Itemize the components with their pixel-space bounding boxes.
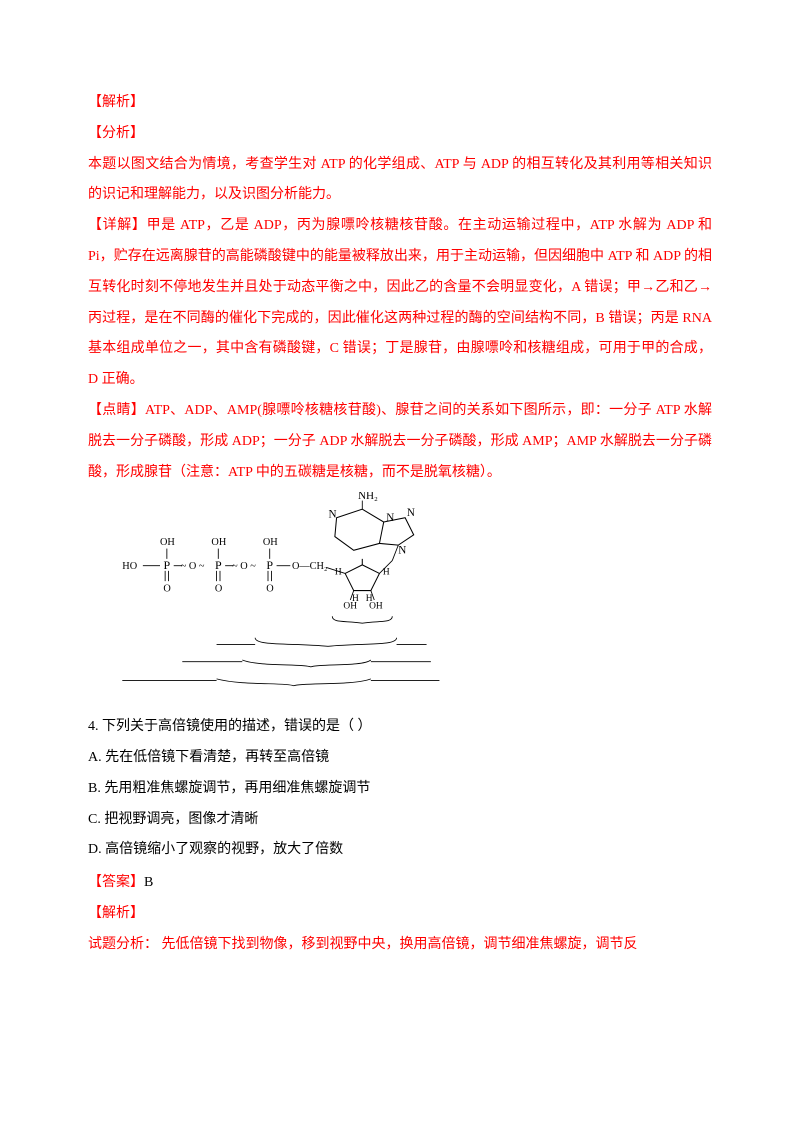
oh-p2: OH <box>211 538 226 549</box>
adenosine-label: 腺苷 <box>345 625 369 639</box>
h-br: H <box>366 594 373 604</box>
oh-p3: OH <box>160 538 175 549</box>
answer-value: B <box>144 875 153 890</box>
atp-diagram: NH₂ N N N N O H H OH OH H H O <box>88 492 448 689</box>
och2-label: O—CH₂ <box>292 562 328 573</box>
q4-option-d: D. 高倍镜缩小了观察的视野，放大了倍数 <box>88 835 712 866</box>
n-label-2: N <box>386 513 394 525</box>
page: 【解析】 【分析】 本题以图文结合为情境，考查学生对 ATP 的化学组成、ATP… <box>0 0 800 1132</box>
analysis-header: 【分析】 <box>88 119 712 150</box>
p3: P <box>164 559 171 573</box>
n-label-1: N <box>329 509 337 521</box>
h-r: H <box>383 568 390 578</box>
svg-text:~ O ~: ~ O ~ <box>232 562 256 573</box>
point-body: ATP、ADP、AMP(腺嘌呤核糖核苷酸)、腺苷之间的关系如下图所示，即：一分子… <box>88 403 712 480</box>
detail-header: 【详解】 <box>88 218 147 233</box>
ho-end: HO <box>122 562 137 573</box>
n-label-3: N <box>407 507 415 519</box>
analysis2-body: 试题分析： 先低倍镜下找到物像，移到视野中央，换用高倍镜，调节细准焦螺旋，调节反 <box>88 930 712 961</box>
o-p3: O <box>163 584 170 595</box>
answer-line: 【答案】B <box>88 868 712 899</box>
detail-body: 甲是 ATP，乙是 ADP，丙为腺嘌呤核糖核苷酸。在主动运输过程中，ATP 水解… <box>88 218 712 387</box>
n-label-4: N <box>398 545 406 557</box>
explain-header: 【解析】 <box>88 88 712 119</box>
h-bl: H <box>352 594 359 604</box>
o-p1: O <box>266 584 273 595</box>
analysis-body: 本题以图文结合为情境，考查学生对 ATP 的化学组成、ATP 与 ADP 的相互… <box>88 150 712 212</box>
answer-header: 【答案】 <box>88 875 144 890</box>
oh-p1: OH <box>263 538 278 549</box>
svg-text:~ O ~: ~ O ~ <box>181 562 205 573</box>
p1: P <box>266 559 273 573</box>
point-block: 【点睛】ATP、ADP、AMP(腺嘌呤核糖核苷酸)、腺苷之间的关系如下图所示，即… <box>88 396 712 488</box>
q4-stem: 4. 下列关于高倍镜使用的描述，错误的是（ ） <box>88 712 712 743</box>
p2: P <box>215 559 222 573</box>
amp-label: 一磷酸腺苷 (AMP) <box>259 645 356 660</box>
atp-label: 三磷酸腺苷 (ATP) <box>238 676 330 690</box>
explain2-header: 【解析】 <box>88 899 712 930</box>
o-p2: O <box>215 584 222 595</box>
detail-block: 【详解】甲是 ATP，乙是 ADP，丙为腺嘌呤核糖核苷酸。在主动运输过程中，AT… <box>88 211 712 396</box>
nh2-label: NH₂ <box>358 492 378 502</box>
q4-option-b: B. 先用粗准焦螺旋调节，再用细准焦螺旋调节 <box>88 774 712 805</box>
q4-option-a: A. 先在低倍镜下看清楚，再转至高倍镜 <box>88 743 712 774</box>
point-header: 【点睛】 <box>88 403 145 418</box>
q4-option-c: C. 把视野调亮，图像才清晰 <box>88 805 712 836</box>
